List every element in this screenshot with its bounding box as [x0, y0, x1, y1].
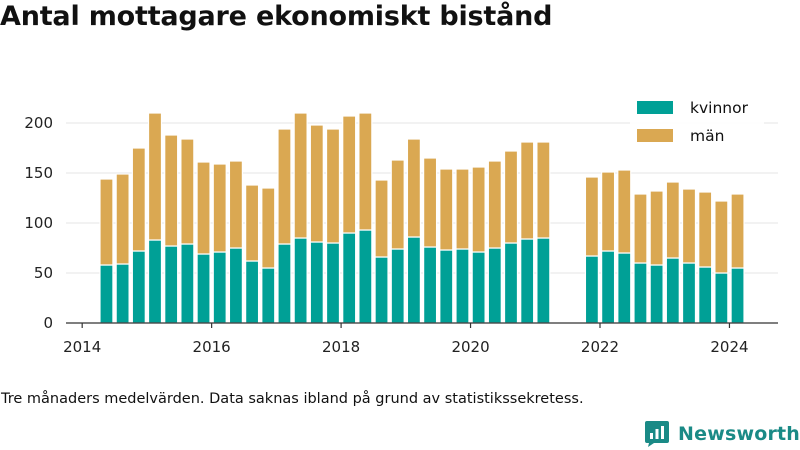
- bar-women: [439, 249, 454, 324]
- brand-name: Newsworthy: [678, 423, 800, 445]
- legend-label: kvinnor: [690, 99, 749, 117]
- bar-men: [601, 171, 616, 252]
- bar-women: [131, 250, 146, 324]
- bar-men: [131, 147, 146, 252]
- bar-women: [423, 246, 438, 324]
- bar-women: [633, 262, 648, 324]
- x-tick-label: 2016: [193, 338, 231, 356]
- brand-logo[interactable]: Newsworthy: [644, 419, 800, 449]
- bar-women: [99, 264, 114, 324]
- bar-men: [649, 190, 664, 266]
- bar-men: [147, 112, 163, 241]
- bar-men: [503, 150, 519, 244]
- y-tick-label: 200: [24, 114, 53, 132]
- chart-title: Antal mottagare ekonomiskt bistånd: [0, 1, 553, 32]
- y-tick-label: 150: [24, 164, 53, 182]
- x-tick-label: 2014: [63, 338, 101, 356]
- bar-men: [164, 134, 179, 247]
- bar-women: [325, 242, 341, 324]
- bar-women: [196, 253, 211, 324]
- bar-men: [99, 178, 114, 266]
- legend-swatch-women: [637, 101, 673, 114]
- x-tick-label: 2022: [581, 338, 619, 356]
- bar-women: [520, 238, 535, 324]
- bar-women: [342, 232, 357, 324]
- bar-women: [293, 237, 308, 324]
- bar-women: [536, 237, 551, 324]
- bar-women: [228, 247, 243, 324]
- x-tick-label: 2018: [322, 338, 360, 356]
- bar-women: [681, 262, 697, 324]
- footnote: Tre månaders medelvärden. Data saknas ib…: [1, 391, 584, 407]
- bar-men: [390, 159, 405, 250]
- bar-women: [584, 255, 599, 324]
- bar-women: [601, 250, 616, 324]
- bar-women: [665, 257, 680, 324]
- bar-men: [520, 141, 535, 240]
- bar-women: [487, 247, 502, 324]
- bar-women: [180, 243, 195, 324]
- bar-men: [293, 112, 308, 239]
- bar-women: [455, 248, 470, 324]
- stacked-bar-chart: 0 50 100 150 200 2014 2016 2018 2020 2022 2024 kvi…: [24, 94, 778, 356]
- bar-women: [115, 263, 130, 324]
- bar-women: [261, 267, 276, 324]
- bar-men: [730, 193, 745, 269]
- bar-men: [245, 184, 260, 262]
- bar-men: [180, 138, 195, 245]
- bar-men: [423, 157, 438, 248]
- bar-men: [536, 141, 551, 239]
- bar-men: [681, 188, 697, 264]
- bar-men: [342, 115, 357, 234]
- bar-women: [374, 256, 389, 324]
- y-tick-label: 100: [24, 214, 53, 232]
- bar-women: [617, 252, 632, 324]
- bar-men: [455, 168, 470, 250]
- bar-women: [714, 272, 729, 324]
- bar-women: [245, 260, 260, 324]
- newsworthy-logo-icon: [645, 421, 669, 447]
- bar-men: [617, 169, 632, 254]
- bar-women: [309, 241, 324, 324]
- x-tick-label: 2024: [710, 338, 748, 356]
- bar-women: [390, 248, 405, 324]
- bar-men: [325, 128, 341, 244]
- bar-men: [471, 166, 486, 253]
- bar-women: [212, 251, 227, 324]
- bar-men: [196, 161, 211, 255]
- bar-men: [698, 191, 713, 268]
- legend-label: män: [690, 127, 724, 145]
- bar-men: [277, 128, 292, 245]
- legend-swatch-men: [637, 129, 673, 142]
- bar-women: [358, 229, 373, 324]
- bar-men: [228, 160, 243, 249]
- bar-men: [584, 176, 599, 257]
- bar-women: [277, 243, 292, 324]
- bar-women: [649, 264, 664, 324]
- bar-women: [471, 251, 486, 324]
- bar-men: [212, 163, 227, 253]
- bar-men: [665, 181, 680, 259]
- bar-women: [730, 267, 745, 324]
- axes: 0 50 100 150 200 2014 2016 2018 2020 2022 2024: [24, 114, 778, 356]
- y-tick-label: 50: [34, 264, 53, 282]
- bar-men: [309, 124, 324, 243]
- bar-men: [633, 193, 648, 264]
- bar-women: [503, 242, 519, 324]
- bar-women: [164, 245, 179, 324]
- x-tick-label: 2020: [451, 338, 489, 356]
- legend: kvinnor män: [630, 94, 764, 156]
- bar-men: [374, 179, 389, 258]
- bar-men: [487, 160, 502, 249]
- y-tick-label: 0: [43, 314, 53, 332]
- bar-men: [261, 187, 276, 269]
- bar-men: [406, 138, 421, 238]
- bar-men: [358, 112, 373, 231]
- bar-women: [698, 266, 713, 324]
- bar-women: [406, 236, 421, 324]
- bar-women: [147, 239, 163, 324]
- bar-men: [115, 173, 130, 265]
- bar-men: [439, 168, 454, 251]
- bar-men: [714, 200, 729, 274]
